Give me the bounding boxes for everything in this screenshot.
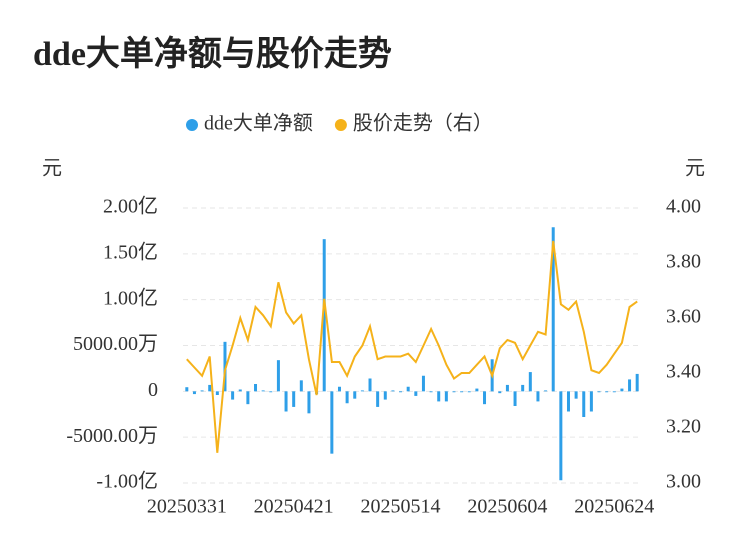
bar bbox=[307, 391, 311, 414]
bar bbox=[360, 390, 364, 392]
y2-tick-label: 3.60 bbox=[666, 306, 701, 328]
bar bbox=[574, 391, 578, 399]
bar bbox=[544, 390, 548, 392]
bar bbox=[421, 375, 425, 392]
bar bbox=[536, 391, 540, 402]
y2-tick-label: 4.00 bbox=[666, 196, 701, 218]
bar bbox=[628, 379, 632, 392]
y2-tick-label: 3.40 bbox=[666, 361, 701, 383]
bar bbox=[505, 384, 509, 392]
y2-tick-label: 3.20 bbox=[666, 416, 701, 438]
bar bbox=[551, 227, 555, 392]
bar bbox=[437, 391, 441, 402]
y-tick-label: 0 bbox=[148, 379, 158, 401]
bar bbox=[246, 391, 250, 405]
bar bbox=[337, 386, 341, 392]
bar bbox=[429, 391, 433, 393]
bar bbox=[475, 388, 479, 392]
bar bbox=[612, 391, 616, 393]
bar bbox=[460, 391, 464, 393]
bar bbox=[261, 390, 265, 392]
bar bbox=[467, 391, 471, 393]
bar bbox=[276, 360, 280, 392]
bar bbox=[483, 391, 487, 405]
bar bbox=[284, 391, 288, 412]
bar bbox=[330, 391, 334, 454]
bar bbox=[414, 391, 418, 396]
bar bbox=[605, 391, 609, 393]
bar bbox=[399, 391, 403, 393]
bar bbox=[345, 391, 349, 404]
bar bbox=[444, 391, 448, 402]
legend-marker bbox=[334, 119, 347, 131]
bar bbox=[192, 391, 196, 395]
y-tick-label: -5000.00万 bbox=[66, 425, 158, 447]
x-tick-label: 20250604 bbox=[467, 496, 547, 518]
legend-label: dde大单净额 bbox=[204, 112, 313, 135]
price-line bbox=[186, 240, 638, 453]
y-tick-label: -1.00亿 bbox=[96, 470, 158, 493]
bar bbox=[200, 390, 204, 392]
bar bbox=[208, 384, 212, 392]
legend-marker bbox=[186, 119, 198, 131]
y-tick-label: 5000.00万 bbox=[73, 333, 158, 355]
bar bbox=[521, 384, 525, 392]
y-tick-label: 1.00亿 bbox=[103, 286, 158, 309]
bar bbox=[353, 391, 357, 399]
x-tick-label: 20250624 bbox=[574, 496, 654, 518]
y-tick-label: 2.00亿 bbox=[103, 195, 158, 218]
x-tick-label: 20250421 bbox=[254, 496, 334, 518]
bar bbox=[582, 391, 586, 417]
bar bbox=[452, 391, 456, 393]
bar bbox=[589, 391, 593, 412]
bar bbox=[566, 391, 570, 412]
bar bbox=[635, 373, 639, 392]
bar bbox=[223, 341, 227, 392]
bar bbox=[528, 372, 532, 392]
bar bbox=[559, 391, 563, 481]
y2-tick-label: 3.80 bbox=[666, 251, 701, 273]
bar bbox=[185, 387, 189, 392]
bar bbox=[254, 384, 258, 392]
bar bbox=[498, 391, 502, 394]
bar bbox=[238, 389, 242, 392]
bar bbox=[391, 390, 395, 392]
bar bbox=[368, 378, 372, 392]
legend-label: 股价走势（右） bbox=[353, 112, 493, 135]
y-tick-label: 1.50亿 bbox=[103, 240, 158, 263]
bar bbox=[406, 386, 410, 392]
y-axis-label: 元 bbox=[42, 158, 62, 180]
x-tick-label: 20250514 bbox=[361, 496, 441, 518]
bar bbox=[376, 391, 380, 407]
bar bbox=[513, 391, 517, 406]
bar bbox=[322, 239, 326, 392]
bar bbox=[215, 391, 219, 395]
chart-title: dde大单净额与股价走势 bbox=[33, 35, 392, 73]
bar bbox=[383, 391, 387, 400]
bar bbox=[299, 380, 303, 392]
bar bbox=[269, 391, 273, 393]
bar bbox=[231, 391, 235, 400]
x-tick-label: 20250331 bbox=[147, 496, 227, 518]
bar bbox=[597, 391, 601, 393]
bar bbox=[292, 391, 296, 407]
bar bbox=[620, 388, 624, 392]
y2-tick-label: 3.00 bbox=[666, 471, 701, 493]
y2-axis-label: 元 bbox=[685, 158, 705, 180]
